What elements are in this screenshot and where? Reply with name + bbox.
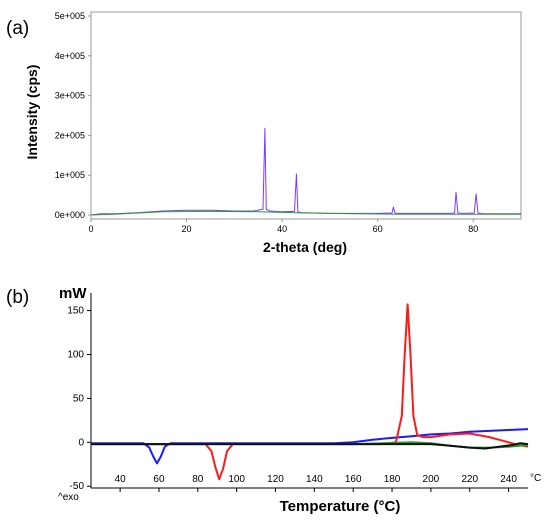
panel-b-x-unit: °C	[530, 473, 541, 484]
series-line-0	[91, 428, 529, 465]
x-tick-label: 180	[384, 474, 401, 485]
x-tick-label: 20	[182, 224, 192, 234]
x-tick-label: 200	[423, 474, 440, 485]
x-tick-label: 0	[88, 224, 93, 234]
y-tick-label: 2e+005	[55, 130, 85, 140]
x-tick-label: 60	[373, 224, 383, 234]
y-tick-label: -50	[70, 481, 85, 492]
y-tick-label: 150	[67, 306, 84, 317]
series-line-0	[90, 127, 521, 216]
x-tick-label: 160	[345, 474, 362, 485]
panel-b-series	[91, 303, 529, 481]
series-line-1	[91, 303, 529, 481]
y-tick-label: 0	[78, 437, 84, 448]
x-tick-label: 80	[468, 224, 478, 234]
y-tick-label: 4e+005	[55, 51, 85, 61]
panel-a-y-ticks: 0e+000 1e+005 2e+005 3e+005 4e+005 5e+005	[55, 11, 91, 220]
y-tick-label: 1e+005	[55, 170, 85, 180]
x-tick-label: 120	[267, 474, 284, 485]
panel-b-dsc-chart: (b) mW -50 0 50 100 150 40 60 80 100 120 140 160 18…	[6, 285, 541, 515]
x-tick-label: 240	[500, 474, 517, 485]
panel-b-label: (b)	[6, 287, 29, 308]
x-tick-label: 40	[115, 474, 127, 485]
x-tick-label: 140	[306, 474, 323, 485]
x-tick-label: 80	[192, 474, 204, 485]
panel-a-frame	[90, 11, 522, 220]
series-line-3	[91, 442, 529, 450]
y-tick-label: 100	[67, 349, 84, 360]
x-tick-label: 60	[153, 474, 165, 485]
panel-b-x-axis-title: Temperature (°C)	[280, 498, 401, 515]
x-tick-label: 100	[228, 474, 245, 485]
x-tick-label: 220	[461, 474, 478, 485]
panel-a-x-axis-title: 2-theta (deg)	[263, 239, 347, 255]
y-tick-label: 50	[73, 393, 85, 404]
y-tick-label: 3e+005	[55, 91, 85, 101]
panel-a-xrd-chart: (a) 0e+000 1e+005 2e+005 3e+005 4e+005 5e+005…	[6, 11, 522, 255]
panel-b-exo-label: ^exo	[58, 492, 79, 503]
panel-a-series	[90, 127, 521, 216]
panel-b-y-ticks: -50 0 50 100 150	[67, 306, 91, 492]
y-tick-label: 5e+005	[55, 11, 85, 21]
x-tick-label: 40	[277, 224, 287, 234]
panel-a-label: (a)	[6, 18, 29, 39]
y-tick-label: 0e+000	[55, 210, 85, 220]
panel-b-y-unit: mW	[59, 285, 87, 302]
panel-b-x-ticks: 40 60 80 100 120 140 160 180 200 220 240	[115, 474, 517, 492]
series-line-1	[90, 210, 521, 216]
panel-a-x-ticks: 0 20 40 60 80	[88, 219, 478, 234]
panel-a-y-axis-title: Intensity (cps)	[24, 65, 40, 160]
